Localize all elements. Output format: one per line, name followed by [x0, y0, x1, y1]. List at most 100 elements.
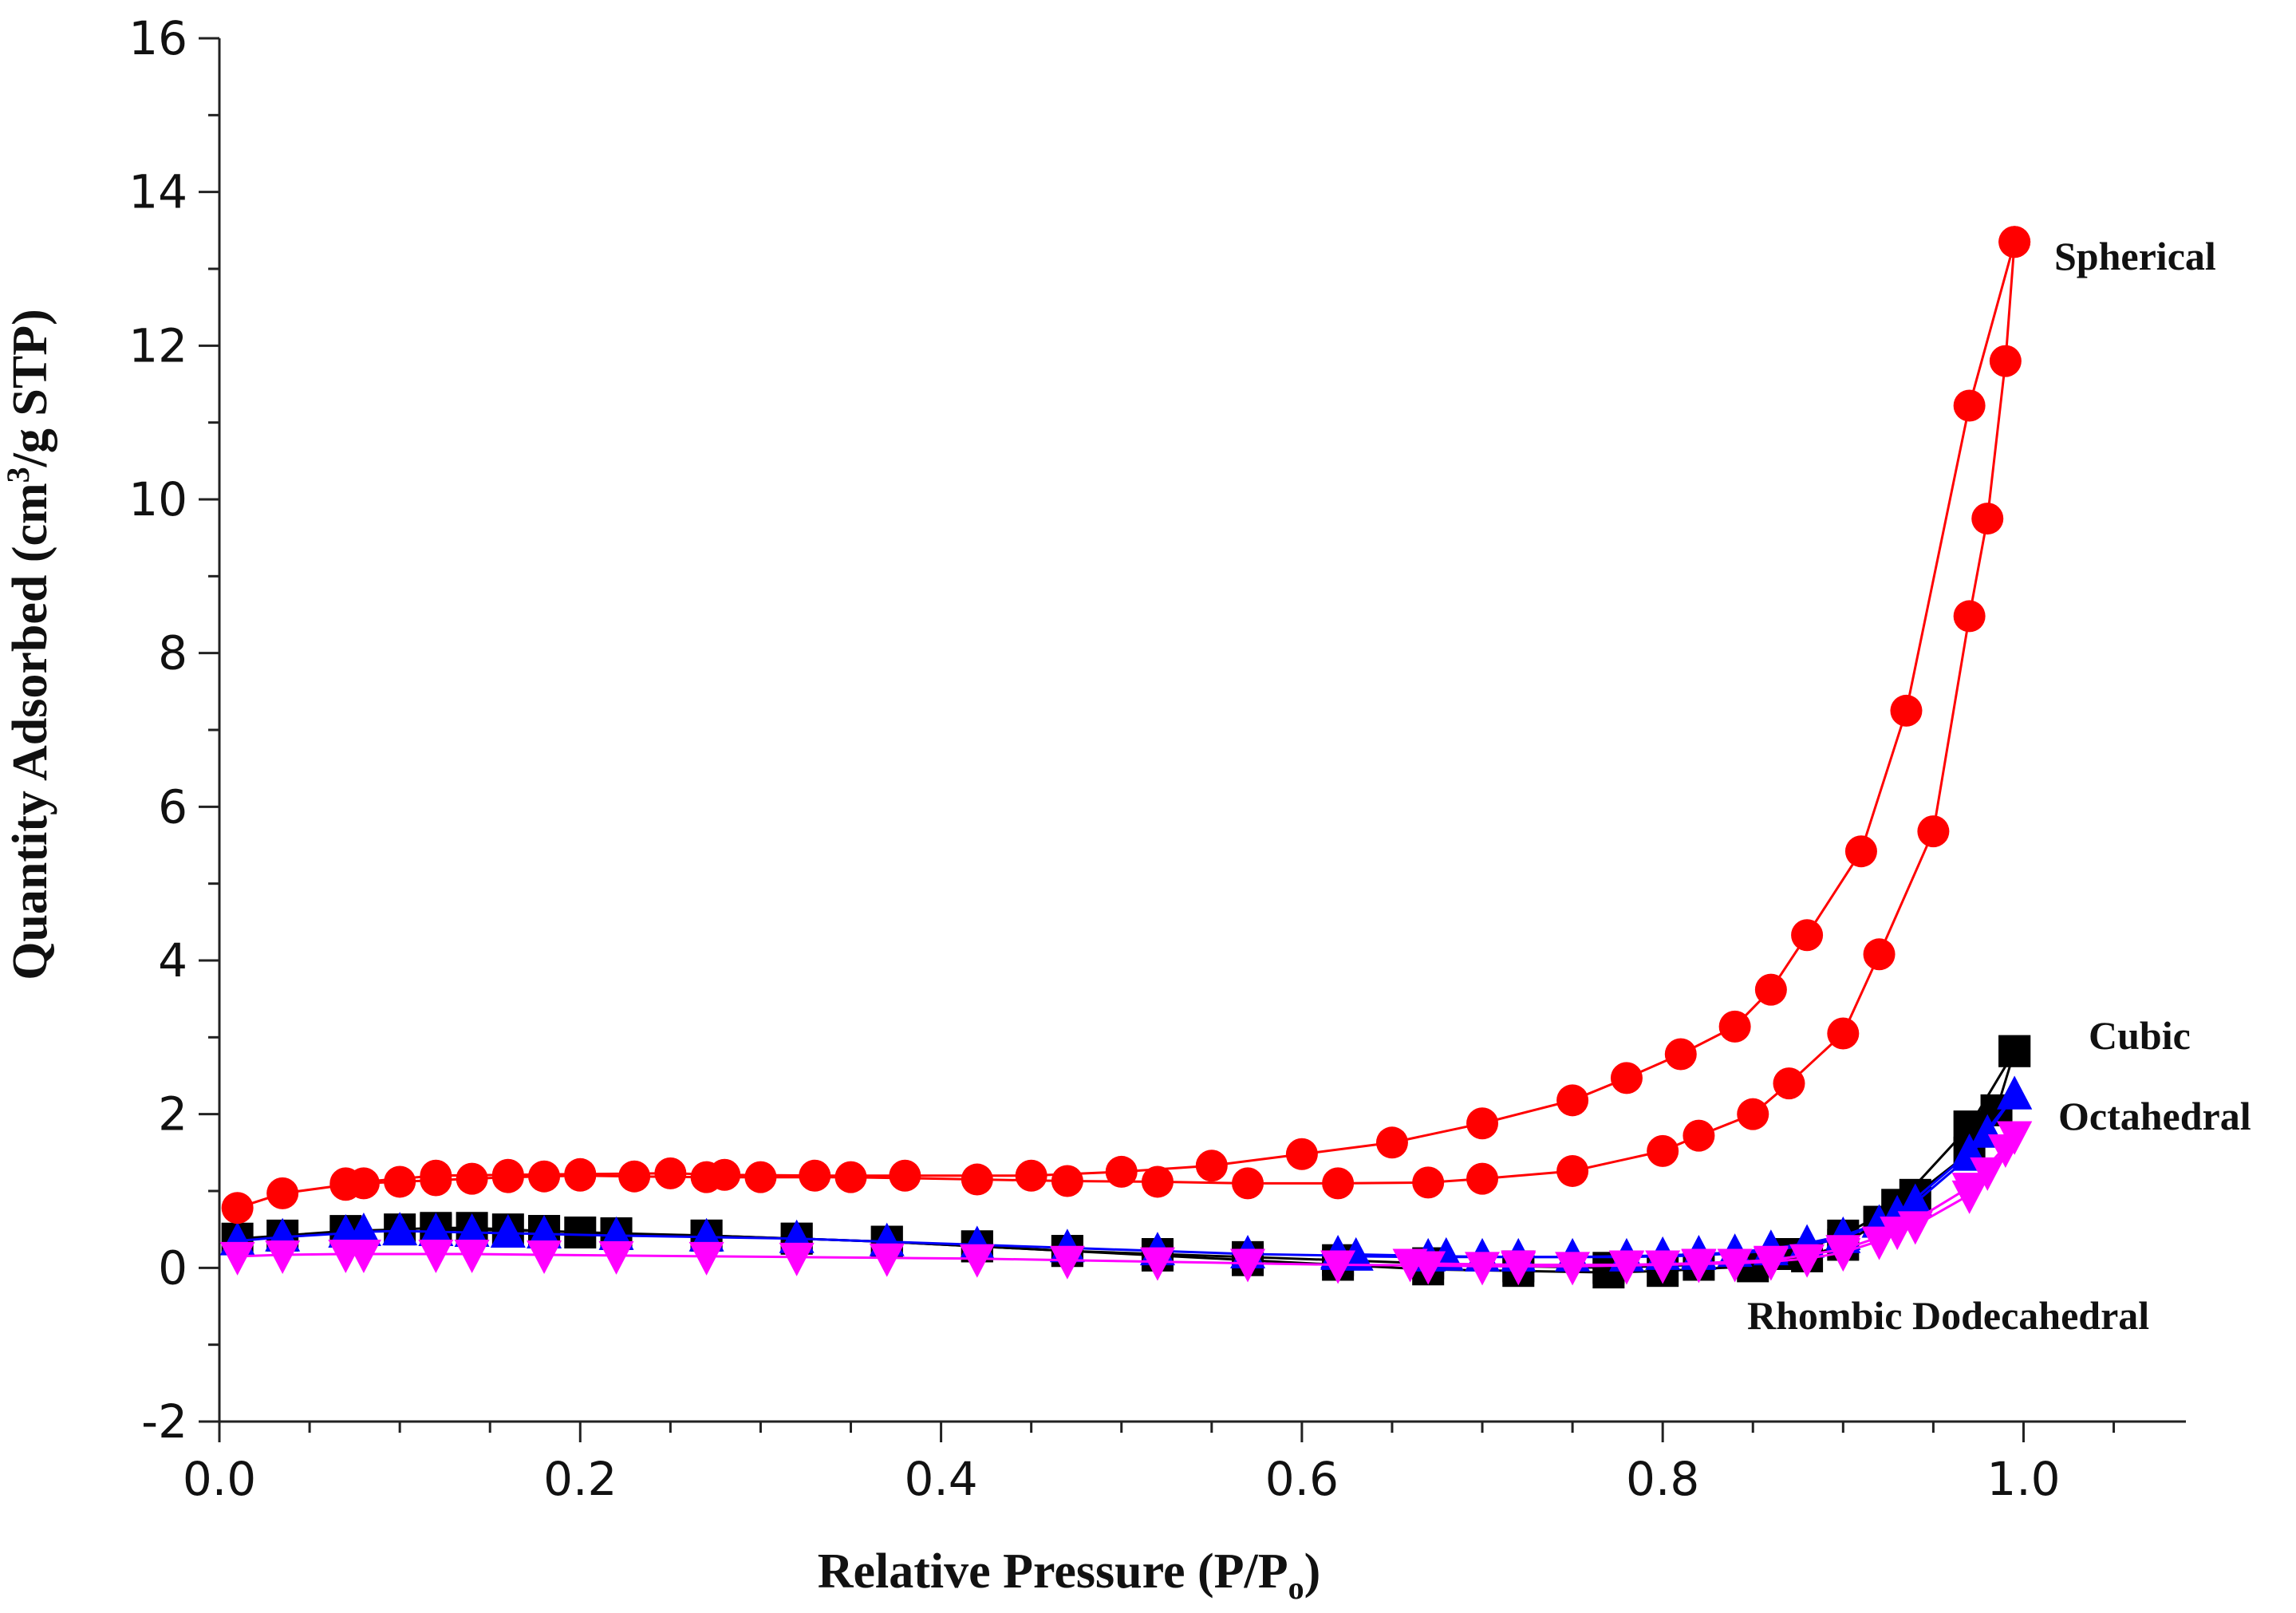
rhombic-dodecahedral-adsorption-point	[1717, 1248, 1753, 1283]
spherical-adsorption-point	[384, 1165, 416, 1198]
series-label-rhombic-dodecahedral: Rhombic Dodecahedral	[1747, 1293, 2149, 1338]
series-spherical	[221, 226, 2031, 1225]
spherical-adsorption-point	[744, 1161, 777, 1193]
series-rhombic-dodecahedral	[219, 1121, 2033, 1286]
series-label-cubic: Cubic	[2089, 1013, 2191, 1058]
rhombic-dodecahedral-adsorption-point	[959, 1244, 995, 1278]
series-layer	[219, 226, 2033, 1289]
rhombic-dodecahedral-adsorption-point	[779, 1242, 815, 1276]
rhombic-dodecahedral-adsorption-point	[688, 1241, 724, 1276]
spherical-adsorption-point	[618, 1160, 651, 1193]
rhombic-dodecahedral-adsorption-point	[869, 1243, 905, 1277]
spherical-desorption-point	[1015, 1159, 1047, 1192]
spherical-adsorption-point	[221, 1192, 254, 1225]
spherical-desorption-point	[1791, 919, 1824, 952]
y-tick-label: 16	[128, 11, 187, 65]
octahedral-adsorption-point	[454, 1213, 490, 1248]
x-tick-label: 0.4	[904, 1452, 977, 1506]
spherical-adsorption-point	[1141, 1165, 1174, 1198]
spherical-adsorption-point	[1953, 600, 1986, 633]
spherical-adsorption-point	[456, 1162, 488, 1195]
spherical-adsorption-point	[528, 1160, 561, 1193]
spherical-desorption-point	[1285, 1138, 1318, 1170]
spherical-adsorption-point	[1863, 938, 1896, 971]
y-axis-title: Quantity Adsorbed (cm3/g STP)	[0, 309, 57, 980]
y-tick-label: 10	[128, 472, 187, 526]
rhombic-dodecahedral-adsorption-point	[345, 1239, 381, 1273]
y-tick-label: 14	[128, 165, 187, 219]
rhombic-dodecahedral-desorption-point	[1392, 1248, 1428, 1283]
spherical-adsorption-point	[266, 1177, 299, 1209]
rhombic-dodecahedral-adsorption-point	[1645, 1250, 1681, 1284]
spherical-adsorption-point	[834, 1161, 867, 1193]
series-label-octahedral: Octahedral	[2058, 1094, 2251, 1138]
octahedral-desorption-point	[1997, 1075, 2033, 1110]
spherical-adsorption-point	[1917, 815, 1950, 848]
octahedral-adsorption-point	[345, 1213, 381, 1247]
octahedral-adsorption-point	[382, 1212, 418, 1246]
rhombic-dodecahedral-desorption-point	[1681, 1248, 1717, 1283]
rhombic-dodecahedral-desorption-point	[1753, 1245, 1789, 1280]
spherical-adsorption-point	[1683, 1119, 1715, 1152]
spherical-desorption-point	[708, 1158, 741, 1191]
y-tick-label: -2	[141, 1394, 187, 1449]
rhombic-dodecahedral-adsorption-point	[1139, 1247, 1175, 1281]
spherical-desorption-point	[1195, 1150, 1228, 1182]
rhombic-dodecahedral-adsorption-point	[265, 1240, 301, 1274]
octahedral-adsorption-point	[527, 1214, 562, 1248]
rhombic-dodecahedral-desorption-point	[1951, 1173, 1987, 1207]
spherical-adsorption-line	[237, 242, 2016, 1209]
x-tick-label: 1.0	[1986, 1452, 2060, 1506]
rhombic-dodecahedral-desorption-point	[1997, 1121, 2033, 1155]
y-tick-label: 4	[158, 933, 187, 988]
y-tick-label: 0	[158, 1240, 187, 1295]
y-tick-label: 2	[158, 1087, 187, 1142]
spherical-adsorption-point	[1322, 1167, 1355, 1200]
x-tick-label: 0.0	[183, 1452, 256, 1506]
spherical-adsorption-point	[1827, 1017, 1860, 1050]
y-tick-label: 8	[158, 626, 187, 680]
spherical-desorption-point	[564, 1157, 597, 1190]
rhombic-dodecahedral-adsorption-point	[1320, 1250, 1356, 1284]
spherical-adsorption-point	[1232, 1167, 1264, 1200]
spherical-desorption-point	[654, 1157, 687, 1189]
x-tick-label: 0.2	[543, 1452, 617, 1506]
spherical-desorption-point	[1953, 389, 1986, 422]
spherical-adsorption-point	[1647, 1134, 1679, 1167]
spherical-desorption-point	[329, 1167, 362, 1200]
rhombic-dodecahedral-adsorption-point	[219, 1241, 255, 1276]
rhombic-dodecahedral-adsorption-point	[598, 1240, 634, 1275]
spherical-adsorption-point	[1051, 1165, 1083, 1197]
spherical-desorption-point	[1890, 694, 1923, 727]
rhombic-dodecahedral-desorption-point	[1880, 1217, 1915, 1251]
spherical-adsorption-point	[1412, 1166, 1445, 1199]
y-tick-label: 6	[158, 779, 187, 834]
rhombic-dodecahedral-desorption-point	[1825, 1235, 1861, 1269]
rhombic-dodecahedral-adsorption-point	[1465, 1252, 1501, 1286]
x-tick-label: 0.8	[1626, 1452, 1699, 1506]
spherical-adsorption-point	[1971, 503, 2004, 535]
y-tick-label: 12	[128, 318, 187, 373]
series-label-spherical: Spherical	[2054, 234, 2216, 278]
spherical-desorption-point	[1718, 1010, 1751, 1043]
rhombic-dodecahedral-adsorption-point	[418, 1239, 454, 1273]
spherical-desorption-point	[1556, 1084, 1589, 1117]
rhombic-dodecahedral-adsorption-point	[1555, 1252, 1591, 1286]
x-axis-title: Relative Pressure (P/Po)	[818, 1544, 1321, 1606]
spherical-desorption-point	[1466, 1107, 1499, 1140]
rhombic-dodecahedral-desorption-point	[1501, 1250, 1537, 1284]
rhombic-dodecahedral-adsorption-point	[527, 1240, 562, 1274]
rhombic-dodecahedral-adsorption-point	[1230, 1248, 1266, 1283]
spherical-desorption-point	[799, 1159, 831, 1192]
octahedral-adsorption-point	[418, 1213, 454, 1247]
spherical-desorption-point	[1610, 1062, 1643, 1094]
rhombic-dodecahedral-adsorption-point	[454, 1239, 490, 1273]
spherical-desorption-point	[491, 1158, 524, 1191]
spherical-adsorption-point	[1466, 1162, 1499, 1195]
spherical-adsorption-point	[1556, 1154, 1589, 1187]
rhombic-dodecahedral-adsorption-point	[1049, 1245, 1085, 1280]
spherical-desorption-line	[345, 241, 2016, 1185]
cubic-desorption-point	[1998, 1035, 2031, 1067]
spherical-adsorption-point	[1989, 345, 2022, 377]
